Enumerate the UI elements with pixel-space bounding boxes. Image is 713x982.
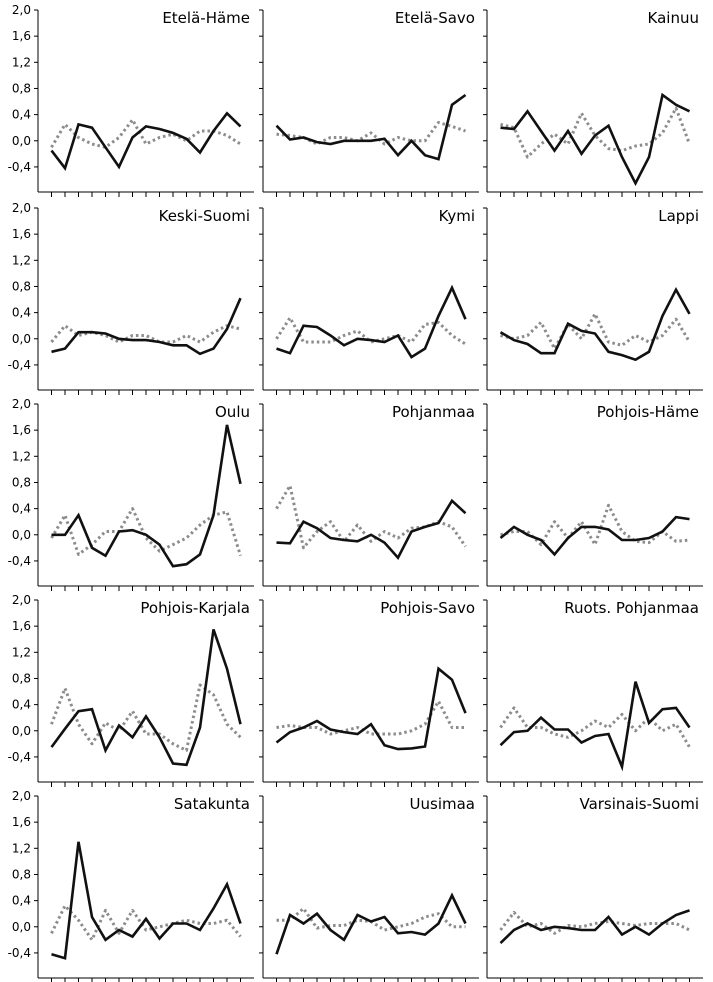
panel-title: Lappi [658,207,699,225]
y-tick-label: 1,2 [12,841,31,855]
series-line-dotted [499,706,691,748]
y-tick-label: 2,0 [12,789,31,803]
y-tick-label: -0,4 [8,358,31,372]
y-tick-label: 1,6 [12,227,31,241]
series-line-dotted [500,312,691,351]
series-line-solid [276,498,467,560]
panel-6: Lappi [483,207,703,395]
panel-3: Kainuu [483,9,703,197]
series-line-solid [276,284,467,359]
series-line-solid [275,93,467,161]
panel-title: Ruots. Pohjanmaa [564,599,699,617]
series-line-solid [499,909,690,945]
panel-1: 2,0 1,6 1,2 0,8 0,4 0,0 -0,4 Etelä-Häme [8,3,254,197]
series-line-dotted [500,503,690,547]
series-line-dotted [275,484,467,550]
y-tick-label: 1,2 [12,645,31,659]
y-tick-label: 1,2 [12,253,31,267]
series-line-dotted [50,118,242,149]
y-tick-label: 1,2 [12,449,31,463]
y-tick-label: 0,0 [12,920,31,934]
panel-title: Uusimaa [410,795,475,813]
y-tick-label: 2,0 [12,397,31,411]
series-line-solid [50,111,242,171]
panel-title: Pohjois-Häme [597,403,699,421]
panel-title: Etelä-Häme [162,9,250,27]
series-line-solid [499,681,691,772]
y-tick-label: 0,0 [12,528,31,542]
panel-title: Oulu [215,403,250,421]
panel-title: Pohjois-Savo [380,599,475,617]
series-line-solid [50,628,242,767]
series-line-dotted [50,683,242,752]
series-line-dotted [276,699,466,736]
y-tick-label: 0,4 [12,502,31,516]
panel-title: Pohjois-Karjala [140,599,250,617]
panel-10: 2,0 1,6 1,2 0,8 0,4 0,0 -0,4 Pohjois-Karjala [8,593,254,787]
panel-title: Keski-Suomi [159,207,250,225]
y-tick-label: 0,8 [12,671,31,685]
y-tick-label: 2,0 [12,593,31,607]
series-line-dotted [50,507,242,557]
series-line-solid [499,286,691,362]
y-tick-label: -0,4 [8,946,31,960]
panel-4: 2,0 1,6 1,2 0,8 0,4 0,0 -0,4 Keski-Suomi [8,201,254,395]
y-tick-label: 0,8 [12,867,31,881]
series-line-dotted [275,316,467,346]
panel-5: Kymi [259,207,479,395]
y-tick-label: 1,6 [12,815,31,829]
y-tick-label: 0,4 [12,108,31,122]
panel-title: Pohjanmaa [392,403,475,421]
y-tick-label: 2,0 [12,201,31,215]
series-line-solid [499,515,690,557]
y-tick-label: 1,6 [12,423,31,437]
series-line-solid [500,92,691,187]
panel-title: Kainuu [648,9,699,27]
y-tick-label: 0,0 [12,134,31,148]
y-tick-label: 0,4 [12,306,31,320]
series-line-solid [51,841,242,960]
series-line-dotted [276,907,466,932]
series-line-dotted [276,121,466,146]
y-tick-label: 1,6 [12,29,31,43]
panel-14: 199019952000Uusimaa [259,795,479,982]
y-tick-label: 0,8 [12,279,31,293]
y-tick-label: -0,4 [8,750,31,764]
y-tick-label: 0,0 [12,724,31,738]
panel-title: Kymi [439,207,475,225]
y-tick-label: 0,4 [12,698,31,712]
y-tick-label: 0,8 [12,81,31,95]
y-tick-label: 1,2 [12,55,31,69]
series-line-solid [51,297,242,356]
panel-11: Pohjois-Savo [259,599,479,787]
panel-15: 199019952000Varsinais-Suomi [483,795,703,982]
panel-title: Varsinais-Suomi [579,795,699,813]
panel-title: Satakunta [174,795,250,813]
y-tick-label: -0,4 [8,554,31,568]
y-tick-label: 0,0 [12,332,31,346]
y-tick-label: 2,0 [12,3,31,17]
y-tick-label: -0,4 [8,160,31,174]
y-tick-label: 1,6 [12,619,31,633]
panel-2: Etelä-Savo [259,9,479,197]
y-tick-label: 0,8 [12,475,31,489]
panel-title: Etelä-Savo [395,9,475,27]
panel-8: Pohjanmaa [259,403,479,591]
y-tick-label: 0,4 [12,894,31,908]
series-line-solid [51,424,242,568]
panel-13: 2,01,61,20,80,40,0-0,4199019952000Sataku… [8,789,254,982]
panel-7: 2,0 1,6 1,2 0,8 0,4 0,0 -0,4 Oulu [8,397,254,591]
series-line-dotted [499,910,691,935]
panel-9: Pohjois-Häme [483,403,703,591]
series-line-dotted [50,904,242,942]
panel-12: Ruots. Pohjanmaa [483,599,703,787]
series-line-solid [275,892,467,955]
series-line-solid [275,666,467,751]
